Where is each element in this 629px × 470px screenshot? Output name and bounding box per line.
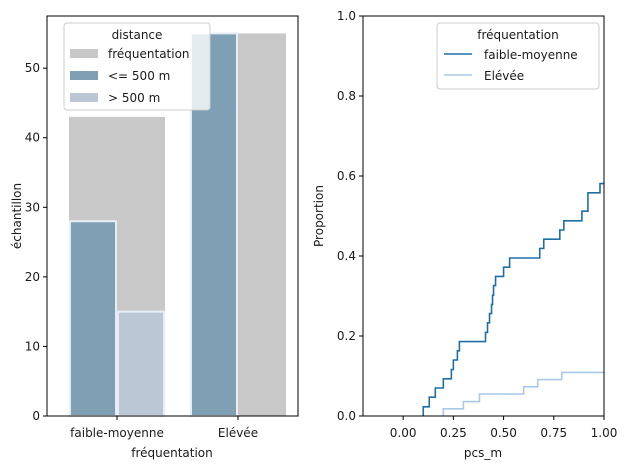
legend-swatch-near xyxy=(70,71,98,80)
left-legend: distance fréquentation <= 500 m > 500 m xyxy=(63,22,211,111)
y-tick-label: 0 xyxy=(32,409,40,423)
y-tick-label: 1.0 xyxy=(337,9,356,23)
x-tick-label: 0.50 xyxy=(490,426,517,440)
right-x-axis-label: pcs_m xyxy=(464,446,502,460)
right-y-ticks: 0.0 0.2 0.4 0.6 0.8 1.0 xyxy=(337,9,363,423)
ecdf-line-elevee xyxy=(442,371,604,416)
y-tick-label: 10 xyxy=(25,339,40,353)
legend-swatch-frequentation xyxy=(70,49,98,58)
ecdf-line-faible-moyenne xyxy=(422,182,604,416)
y-tick-label: 30 xyxy=(25,200,40,214)
x-tick-label: Elévée xyxy=(218,426,258,440)
left-y-ticks: 0 10 20 30 40 50 xyxy=(25,61,47,423)
left-x-ticks: faible-moyenne Elévée xyxy=(70,416,258,440)
x-tick-label: 0.00 xyxy=(390,426,417,440)
x-tick-label: 0.75 xyxy=(540,426,567,440)
left-axes-frame xyxy=(46,15,299,417)
left-x-axis-label: fréquentation xyxy=(131,446,213,460)
left-y-axis-label: échantillon xyxy=(10,183,24,249)
legend-label-elevee: Elévée xyxy=(484,69,524,83)
y-tick-label: 40 xyxy=(25,131,40,145)
y-tick-label: 0.0 xyxy=(337,409,356,423)
right-x-ticks: 0.00 0.25 0.50 0.75 1.00 xyxy=(390,416,618,440)
bar-far xyxy=(117,310,165,417)
left-legend-title: distance xyxy=(112,28,163,42)
legend-label-near: <= 500 m xyxy=(108,69,170,83)
left-bars xyxy=(69,32,286,418)
legend-label-far: > 500 m xyxy=(108,91,160,105)
right-chart: 0.00.20.40.60.81.0 0.00 0.25 0.50 0.75 1.00 … xyxy=(312,9,617,460)
right-legend-box xyxy=(436,22,600,90)
legend-label-frequentation: fréquentation xyxy=(108,47,190,61)
y-tick-label: 0.6 xyxy=(337,169,356,183)
right-legend: fréquentation faible-moyenne Elévée xyxy=(436,22,600,90)
y-tick-label: 0.2 xyxy=(337,329,356,343)
x-tick-label: 0.25 xyxy=(440,426,467,440)
right-axes-frame xyxy=(362,15,605,417)
right-lines xyxy=(422,182,604,416)
right-y-axis-label: Proportion xyxy=(312,185,326,247)
y-tick-label: 0.4 xyxy=(337,249,356,263)
y-tick-label: 0.8 xyxy=(337,89,356,103)
x-tick-label: faible-moyenne xyxy=(70,426,164,440)
y-tick-label: 50 xyxy=(25,61,40,75)
legend-swatch-far xyxy=(70,93,98,102)
legend-label-faible-moyenne: faible-moyenne xyxy=(484,48,578,62)
bar-near xyxy=(69,220,117,417)
right-legend-title: fréquentation xyxy=(477,28,559,42)
y-tick-label: 20 xyxy=(25,270,40,284)
x-tick-label: 1.00 xyxy=(591,426,618,440)
left-chart: 0 10 20 30 40 50 faible-moyenne Elévée fréquen… xyxy=(10,15,299,460)
left-legend-box xyxy=(63,22,211,111)
